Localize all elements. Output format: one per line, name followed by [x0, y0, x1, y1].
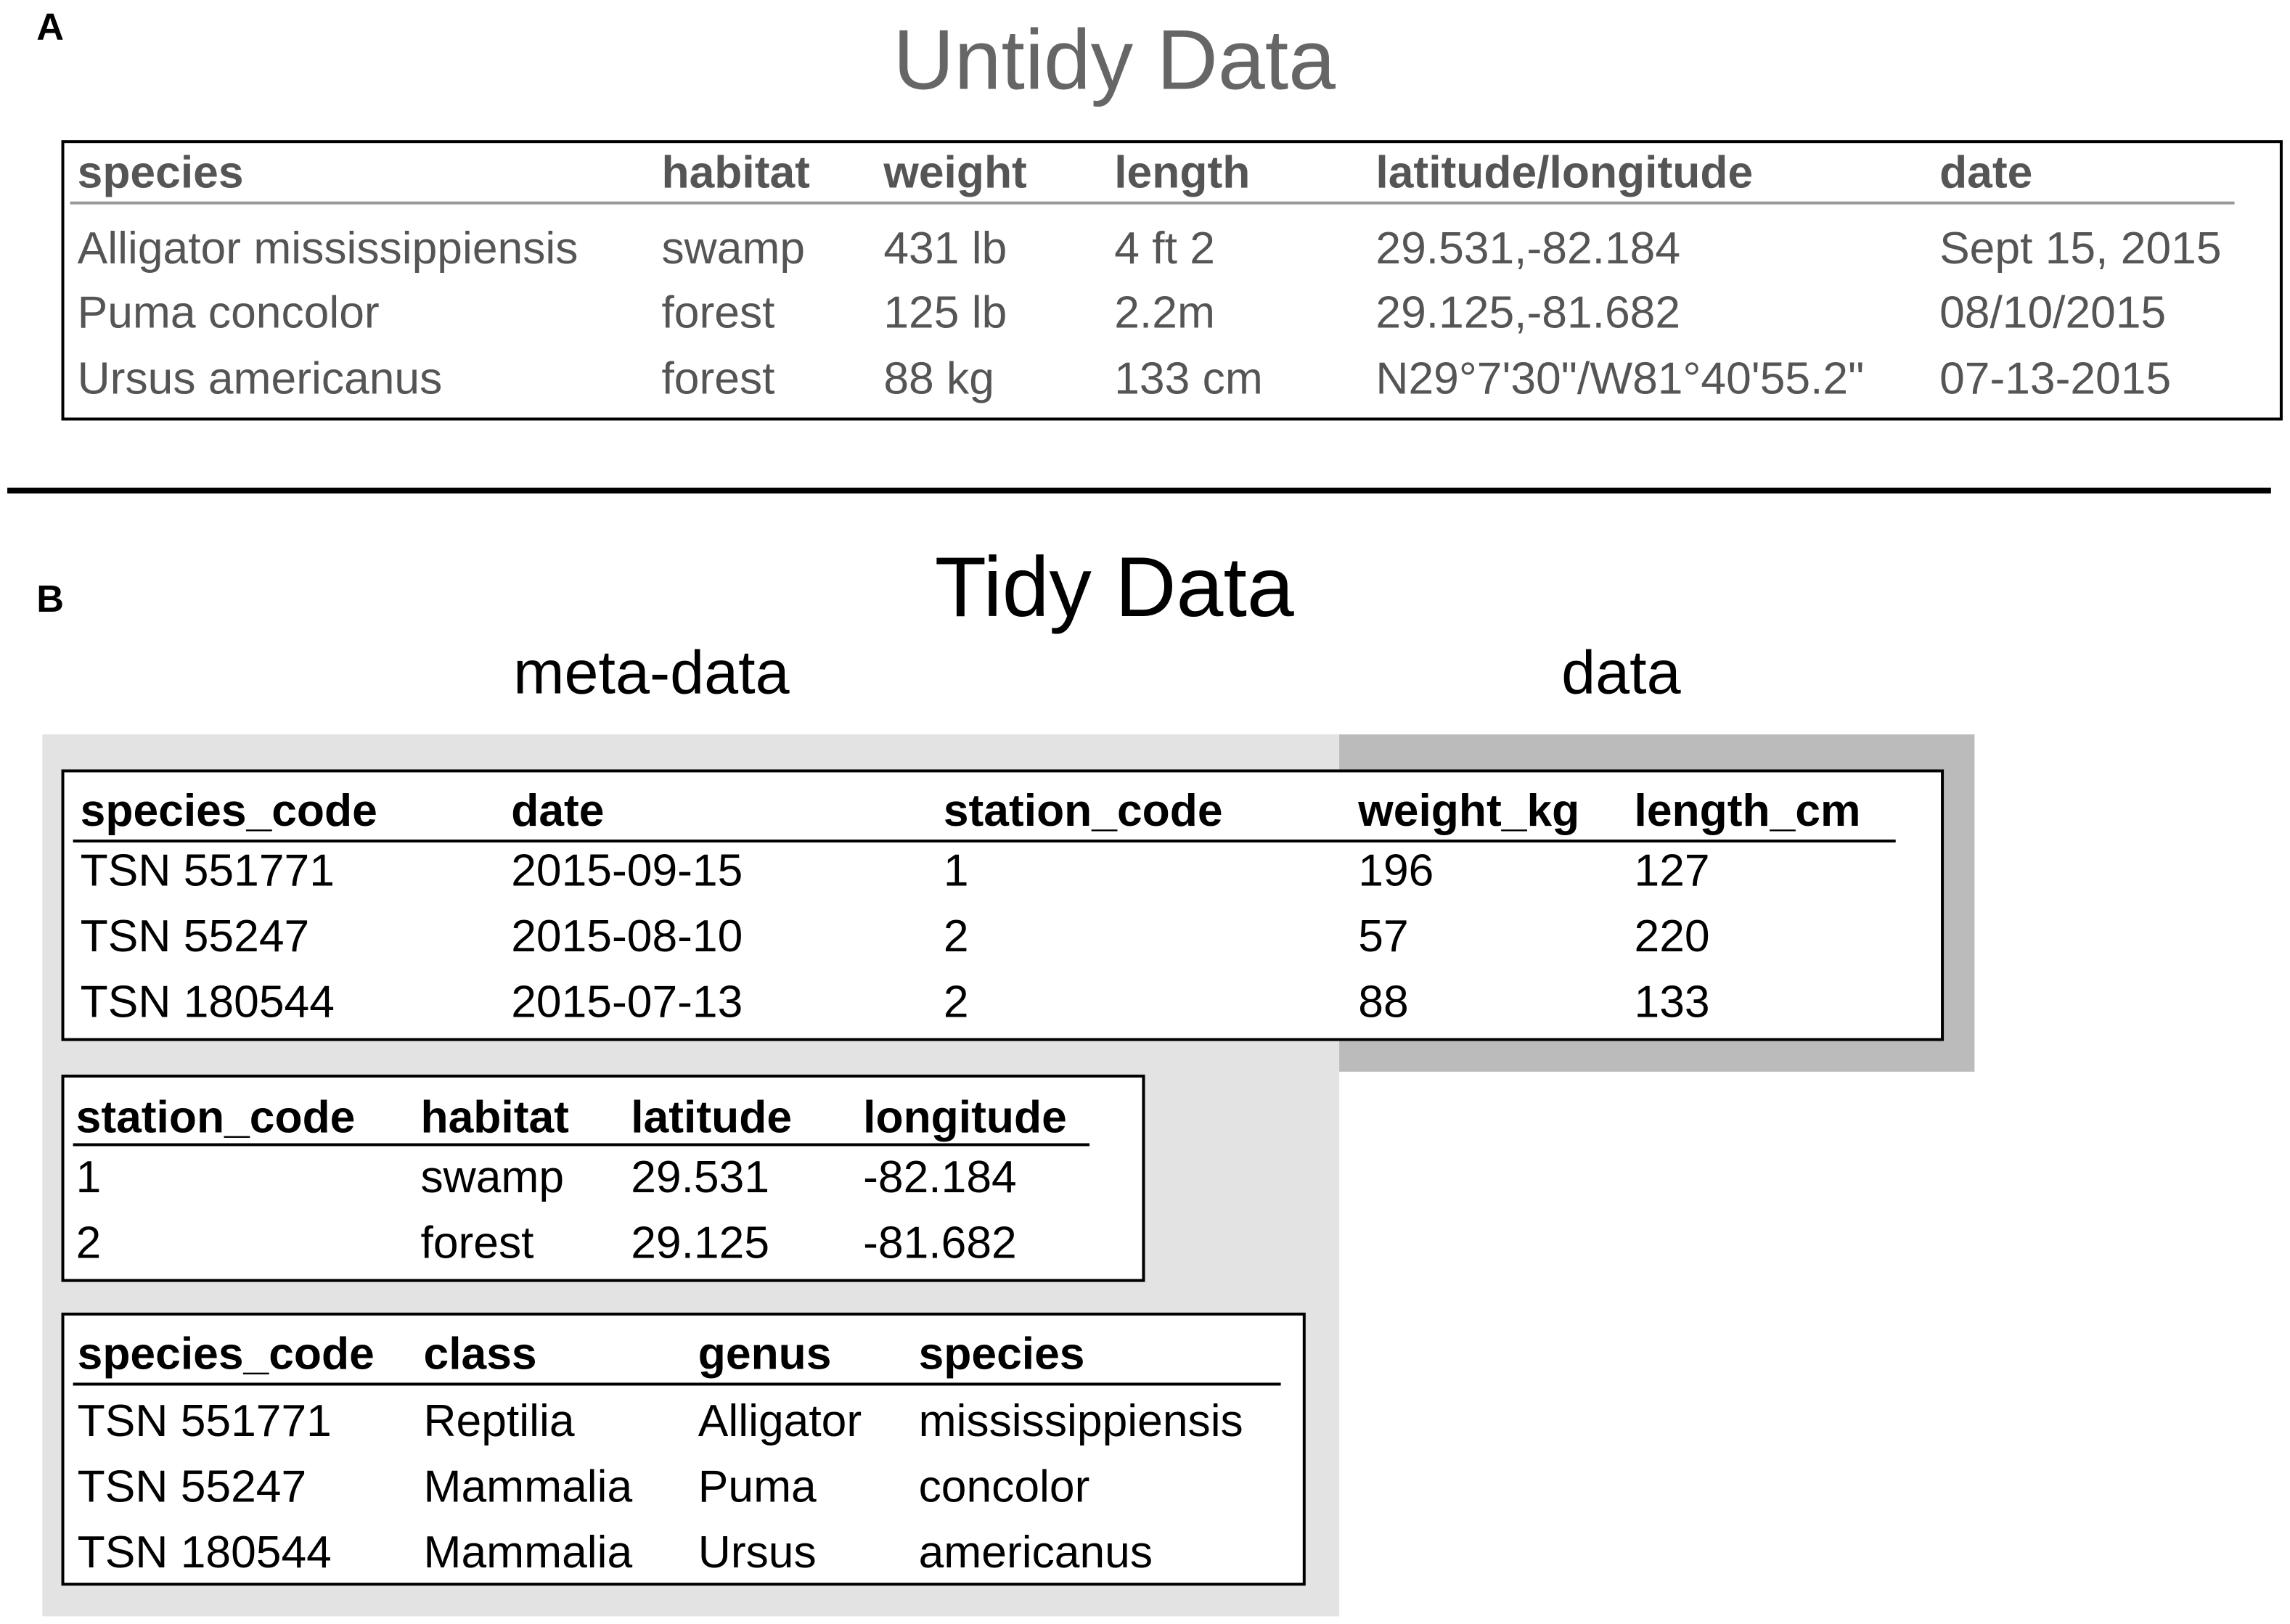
table-cell: forest	[420, 1217, 534, 1268]
table-cell: -82.184	[863, 1151, 1017, 1202]
panel-title: Untidy Data	[893, 13, 1336, 108]
table-cell: 07-13-2015	[1939, 352, 2172, 404]
table-cell: 220	[1634, 910, 1710, 961]
table-frame	[61, 140, 2283, 421]
table-cell: Alligator	[698, 1395, 862, 1446]
table-cell: 57	[1358, 910, 1409, 961]
table-cell: N29°7'30"/W81°40'55.2"	[1375, 352, 1865, 404]
table-cell: 127	[1634, 844, 1710, 896]
header-rule	[73, 1382, 1281, 1386]
table-cell: TSN 180544	[80, 976, 335, 1028]
table-cell: Ursus	[698, 1526, 817, 1578]
table-cell: swamp	[420, 1151, 565, 1202]
table-cell: TSN 551771	[80, 844, 335, 896]
table-cell: Puma	[698, 1461, 817, 1512]
header-rule	[73, 839, 1896, 842]
column-header: species_code	[80, 784, 377, 836]
column-header: habitat	[661, 147, 810, 198]
table-frame	[61, 769, 1945, 1041]
table-cell: 1	[75, 1151, 102, 1202]
table-cell: 2	[943, 910, 969, 961]
column-header: species	[918, 1328, 1085, 1379]
column-header: weight	[883, 147, 1027, 198]
column-header: station_code	[943, 784, 1223, 836]
column-header: station_code	[75, 1091, 356, 1143]
table-cell: concolor	[918, 1461, 1090, 1512]
table-cell: forest	[661, 352, 775, 404]
column-header: genus	[698, 1328, 832, 1379]
table-cell: 196	[1358, 844, 1434, 896]
column-header: species	[77, 147, 244, 198]
table-cell: 2015-08-10	[511, 910, 743, 961]
table-cell: TSN 180544	[77, 1526, 332, 1578]
table-cell: 4 ft 2	[1114, 222, 1215, 274]
table-cell: 2	[943, 976, 969, 1028]
column-header: habitat	[420, 1091, 569, 1143]
column-header: longitude	[863, 1091, 1067, 1143]
table-cell: -81.682	[863, 1217, 1017, 1268]
table-cell: forest	[661, 287, 775, 338]
column-header: latitude/longitude	[1375, 147, 1754, 198]
table-cell: 29.125,-81.682	[1375, 287, 1681, 338]
table-cell: Sept 15, 2015	[1939, 222, 2222, 274]
column-header: latitude	[631, 1091, 793, 1143]
table-cell: 431 lb	[883, 222, 1007, 274]
column-header: length	[1114, 147, 1251, 198]
table-cell: TSN 55247	[80, 910, 310, 961]
table-cell: 29.531	[631, 1151, 770, 1202]
header-rule	[73, 1143, 1090, 1147]
table-cell: Ursus americanus	[77, 352, 443, 404]
table-cell: Mammalia	[423, 1461, 633, 1512]
section-label: data	[1561, 638, 1681, 707]
table-cell: 1	[943, 844, 969, 896]
table-cell: 2	[75, 1217, 102, 1268]
table-cell: 133	[1634, 976, 1710, 1028]
panel-title: Tidy Data	[934, 540, 1294, 636]
table-cell: 2.2m	[1114, 287, 1215, 338]
panel-label: B	[36, 576, 65, 621]
table-cell: Reptilia	[423, 1395, 575, 1446]
table-cell: 2015-09-15	[511, 844, 743, 896]
table-cell: 133 cm	[1114, 352, 1263, 404]
table-cell: 2015-07-13	[511, 976, 743, 1028]
table-cell: 125 lb	[883, 287, 1007, 338]
column-header: date	[1939, 147, 2033, 198]
table-cell: 29.125	[631, 1217, 770, 1268]
table-cell: 88 kg	[883, 352, 994, 404]
table-cell: TSN 551771	[77, 1395, 332, 1446]
table-frame	[61, 1312, 1306, 1586]
table-cell: TSN 55247	[77, 1461, 307, 1512]
column-header: weight_kg	[1358, 784, 1580, 836]
table-cell: 08/10/2015	[1939, 287, 2167, 338]
table-cell: Puma concolor	[77, 287, 380, 338]
column-header: length_cm	[1634, 784, 1861, 836]
table-frame	[61, 1074, 1145, 1282]
table-cell: Alligator mississippiensis	[77, 222, 578, 274]
table-cell: Mammalia	[423, 1526, 633, 1578]
header-rule	[70, 201, 2235, 205]
column-header: species_code	[77, 1328, 375, 1379]
table-cell: americanus	[918, 1526, 1153, 1578]
section-label: meta-data	[513, 638, 790, 707]
column-header: class	[423, 1328, 537, 1379]
panel-label: A	[36, 4, 65, 49]
column-header: date	[511, 784, 605, 836]
table-cell: mississippiensis	[918, 1395, 1243, 1446]
table-cell: swamp	[661, 222, 806, 274]
table-cell: 88	[1358, 976, 1409, 1028]
divider	[7, 488, 2271, 494]
table-cell: 29.531,-82.184	[1375, 222, 1681, 274]
